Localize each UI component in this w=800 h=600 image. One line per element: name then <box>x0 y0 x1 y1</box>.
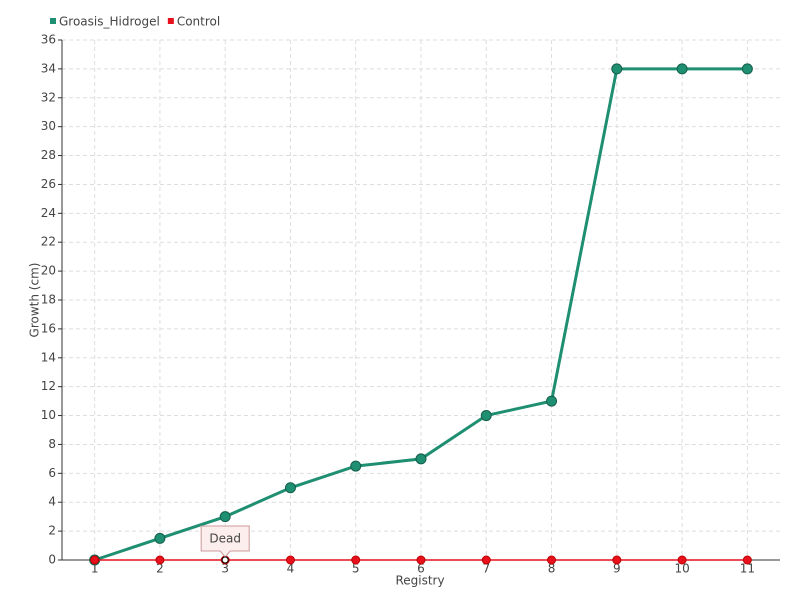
x-tick-label: 7 <box>482 562 490 576</box>
y-tick-label: 32 <box>41 90 56 104</box>
data-point <box>612 555 622 565</box>
x-tick-label: 6 <box>417 562 425 576</box>
y-tick-label: 0 <box>48 553 56 567</box>
y-tick-label: 22 <box>41 235 56 249</box>
y-tick-label: 2 <box>48 524 56 538</box>
data-point <box>481 555 491 565</box>
annotation-point <box>221 556 229 564</box>
data-point <box>219 511 231 523</box>
x-tick-label: 5 <box>352 562 360 576</box>
y-tick-label: 12 <box>41 379 56 393</box>
y-tick-label: 24 <box>41 206 56 220</box>
y-tick-label: 10 <box>41 408 56 422</box>
y-tick-label: 36 <box>41 33 56 47</box>
y-tick-label: 34 <box>41 61 56 75</box>
data-point <box>676 63 688 75</box>
x-axis-title: Registry <box>395 574 444 588</box>
y-axis-title: Growth (cm) <box>28 263 42 338</box>
data-point <box>90 555 100 565</box>
x-tick-label: 11 <box>740 562 755 576</box>
x-tick-label: 4 <box>287 562 295 576</box>
data-point <box>416 555 426 565</box>
y-tick-label: 20 <box>41 264 56 278</box>
data-point <box>154 532 166 544</box>
annotation-box <box>200 525 250 558</box>
y-tick-label: 14 <box>41 350 56 364</box>
data-point <box>546 395 558 407</box>
data-point <box>677 555 687 565</box>
annotation-text: Dead <box>209 532 241 546</box>
x-tick-label: 9 <box>613 562 621 576</box>
y-tick-label: 6 <box>48 466 56 480</box>
y-tick-label: 30 <box>41 119 56 133</box>
y-tick-label: 4 <box>48 495 56 509</box>
legend-swatch <box>50 18 56 24</box>
data-point <box>415 453 427 465</box>
data-point <box>547 555 557 565</box>
y-tick-label: 8 <box>48 437 56 451</box>
x-tick-label: 2 <box>156 562 164 576</box>
data-point <box>284 482 296 494</box>
x-tick-label: 1 <box>91 562 99 576</box>
y-tick-label: 28 <box>41 148 56 162</box>
y-tick-label: 16 <box>41 321 56 335</box>
data-point <box>480 410 492 422</box>
x-tick-label: 10 <box>674 562 689 576</box>
data-point <box>611 63 623 75</box>
data-point <box>155 555 165 565</box>
data-point <box>350 460 362 472</box>
legend-label: Control <box>177 15 220 29</box>
data-point <box>351 555 361 565</box>
legend-swatch <box>167 18 174 24</box>
data-point <box>285 555 295 565</box>
data-point <box>742 555 752 565</box>
legend-label: Groasis_Hidrogel <box>59 15 160 29</box>
data-point <box>741 63 753 75</box>
x-tick-label: 8 <box>548 562 556 576</box>
y-tick-label: 18 <box>41 293 56 307</box>
x-tick-label: 3 <box>221 562 229 576</box>
y-tick-label: 26 <box>41 177 56 191</box>
